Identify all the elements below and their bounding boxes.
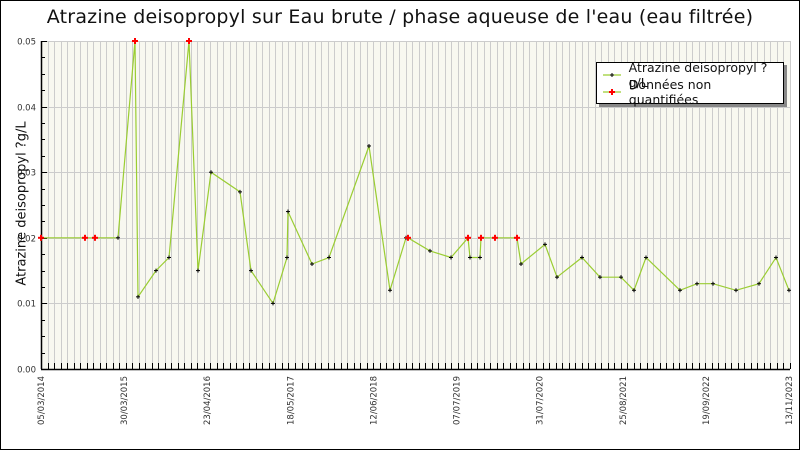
svg-text:19/09/2022: 19/09/2022 xyxy=(702,376,712,425)
svg-text:07/07/2019: 07/07/2019 xyxy=(453,376,463,425)
legend-plus-black-icon xyxy=(603,73,621,77)
svg-text:25/08/2021: 25/08/2021 xyxy=(619,376,629,425)
legend-label-non-quantified: Données non quantifiées xyxy=(628,77,712,107)
svg-text:31/07/2020: 31/07/2020 xyxy=(536,376,546,425)
svg-text:0.05: 0.05 xyxy=(17,38,36,48)
svg-text:0.04: 0.04 xyxy=(17,104,36,114)
svg-text:0.01: 0.01 xyxy=(17,300,36,310)
legend-item-measured: Atrazine deisopropyl ?g/L xyxy=(603,60,783,90)
chart-title: Atrazine deisopropyl sur Eau brute / pha… xyxy=(46,6,754,28)
svg-text:18/05/2017: 18/05/2017 xyxy=(286,376,296,425)
legend: Atrazine deisopropyl ?g/L Données non qu… xyxy=(596,60,784,107)
svg-text:23/04/2016: 23/04/2016 xyxy=(203,376,213,425)
y-tick-labels: 0.00 0.01 0.02 0.03 0.04 0.05 xyxy=(17,38,36,376)
svg-text:0.00: 0.00 xyxy=(17,366,36,376)
svg-text:0.02: 0.02 xyxy=(17,235,36,245)
legend-plus-red-icon xyxy=(603,89,621,95)
svg-text:12/06/2018: 12/06/2018 xyxy=(369,376,379,425)
legend-item-non-quantified: Données non quantifiées xyxy=(603,77,783,107)
axes xyxy=(40,41,791,371)
data-markers xyxy=(38,38,791,306)
svg-text:30/03/2015: 30/03/2015 xyxy=(120,376,130,425)
x-tick-labels: 05/03/2014 30/03/2015 23/04/2016 18/05/2017… xyxy=(37,376,795,425)
svg-text:13/11/2023: 13/11/2023 xyxy=(785,376,795,425)
svg-text:0.03: 0.03 xyxy=(17,169,36,179)
y-axis-label: Atrazine deisopropyl ?g/L xyxy=(14,121,30,286)
svg-text:05/03/2014: 05/03/2014 xyxy=(37,376,47,425)
legend-label-measured: Atrazine deisopropyl ?g/L xyxy=(628,60,768,90)
